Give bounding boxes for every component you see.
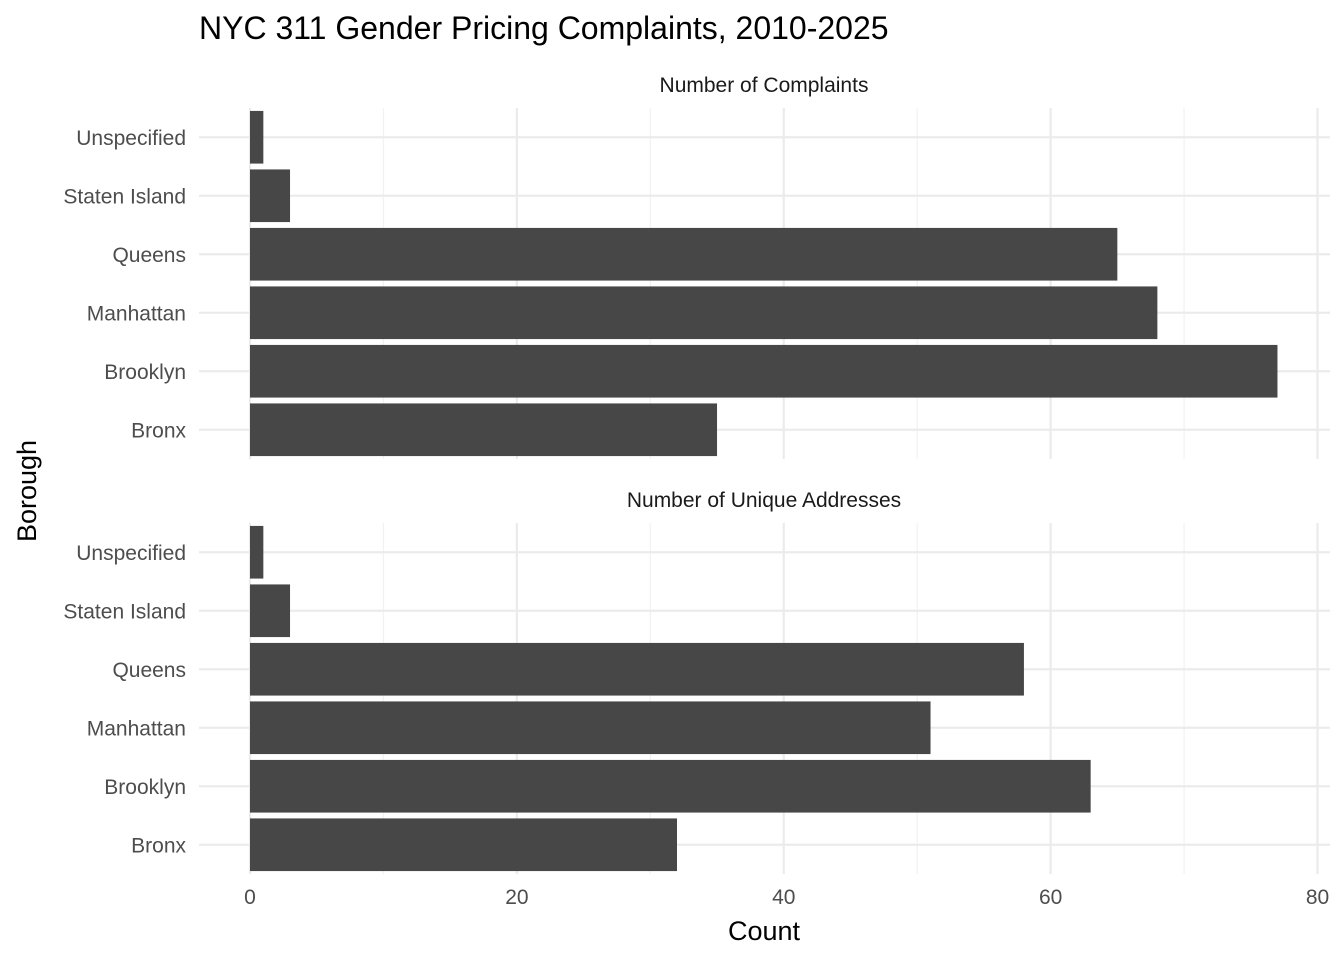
panel-y-tick-labels: Unspecified Staten Island Queens Manhattan B… [63,542,186,858]
bar-unspecified [250,110,264,164]
chart-title: NYC 311 Gender Pricing Complaints, 2010-… [199,10,889,46]
panel-title: Number of Unique Addresses [627,489,901,512]
y-tick-label-bronx: Bronx [131,834,186,857]
y-tick-label-bronx: Bronx [131,419,186,442]
bar-unspecified [250,525,264,579]
bar-staten-island [250,584,291,638]
bar-bronx [250,403,718,457]
x-tick-label: 40 [772,886,795,909]
panel-y-tick-labels: Unspecified Staten Island Queens Manhattan B… [63,127,186,443]
x-tick-label: 0 [244,886,256,909]
bar-bronx [250,818,677,872]
bar-brooklyn [250,344,1278,398]
panel-number-of-complaints: Number of Complaints Unspecified Staten I… [63,74,1330,459]
y-tick-label-brooklyn: Brooklyn [104,776,186,799]
bar-staten-island [250,169,291,223]
y-tick-label-unspecified: Unspecified [76,542,186,565]
bar-queens [250,227,1118,281]
y-tick-label-staten-island: Staten Island [63,600,186,623]
x-tick-label: 20 [505,886,528,909]
bar-manhattan [250,701,931,755]
x-axis-tick-labels: 0 20 40 60 80 [244,886,1329,909]
x-tick-label: 80 [1306,886,1329,909]
panel-title: Number of Complaints [660,74,869,97]
panel-bars [250,110,1278,457]
bar-queens [250,642,1024,696]
y-tick-label-manhattan: Manhattan [87,302,186,325]
panel-bars [250,525,1091,872]
y-tick-label-manhattan: Manhattan [87,717,186,740]
y-tick-label-queens: Queens [112,659,186,682]
panel-number-of-unique-addresses: Number of Unique Addresses Unspecified St… [63,489,1330,874]
y-tick-label-staten-island: Staten Island [63,185,186,208]
x-tick-label: 60 [1039,886,1062,909]
y-tick-label-queens: Queens [112,244,186,267]
x-axis-title: Count [728,916,801,946]
y-tick-label-unspecified: Unspecified [76,127,186,150]
bar-brooklyn [250,759,1091,813]
y-axis-title: Borough [12,440,42,542]
bar-manhattan [250,286,1158,340]
y-tick-label-brooklyn: Brooklyn [104,361,186,384]
